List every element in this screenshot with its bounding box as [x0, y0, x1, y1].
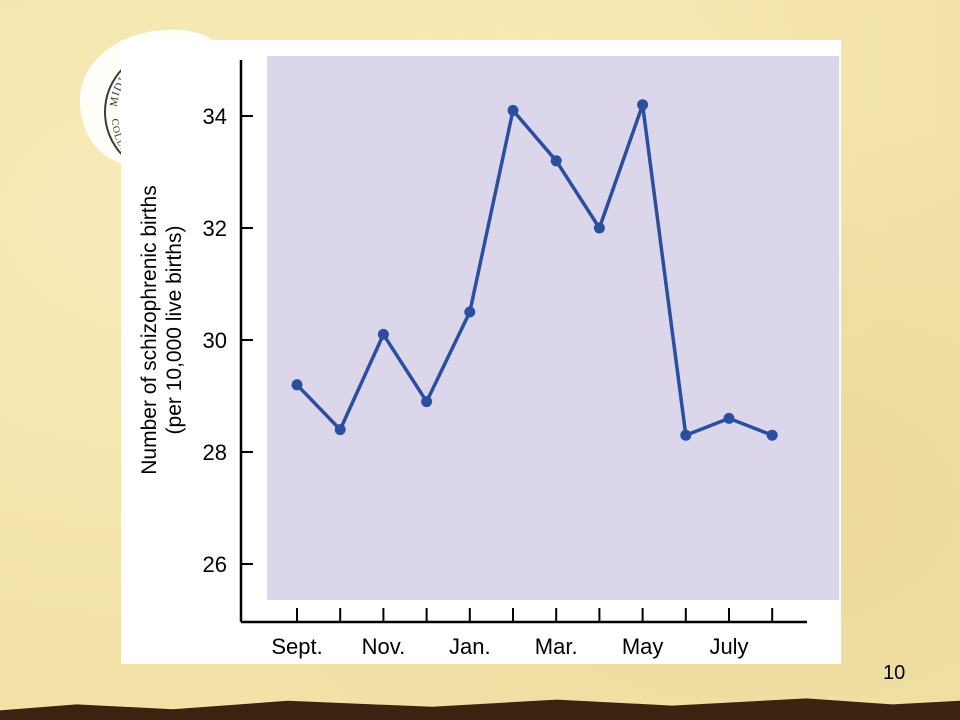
- series-group: [291, 99, 778, 441]
- series-line: [295, 103, 773, 437]
- data-point: [766, 429, 778, 441]
- x-ticks: Sept. Nov. Jan. Mar. May July: [271, 608, 774, 659]
- x-tick-label: Jan.: [449, 634, 491, 659]
- data-point: [507, 104, 519, 116]
- data-point: [680, 429, 692, 441]
- data-point: [593, 222, 605, 234]
- data-point: [637, 99, 649, 111]
- y-tick-label: 34: [203, 104, 227, 129]
- plot-background: [267, 56, 839, 600]
- data-point: [334, 424, 346, 436]
- x-tick-label: July: [709, 634, 748, 659]
- data-point: [464, 306, 476, 318]
- page-number: 10: [883, 662, 906, 684]
- data-point: [377, 328, 389, 340]
- y-tick-label: 28: [203, 440, 227, 465]
- chart-panel: 26 28 30 32 34 Sept. Nov. Jan. Mar. May July Numb…: [121, 40, 841, 664]
- data-point: [550, 155, 562, 167]
- x-tick-label: May: [622, 634, 664, 659]
- y-axis-label-line-1: Number of schizophrenic births: [138, 185, 161, 474]
- x-tick-label: Nov.: [362, 634, 406, 659]
- y-ticks: 26 28 30 32 34: [203, 104, 253, 577]
- data-point: [723, 412, 735, 424]
- y-tick-label: 26: [203, 552, 227, 577]
- x-tick-label: Mar.: [535, 634, 578, 659]
- line-chart: 26 28 30 32 34 Sept. Nov. Jan. Mar. May July Numb…: [138, 56, 839, 659]
- y-tick-label: 32: [203, 216, 227, 241]
- x-tick-label: Sept.: [271, 634, 322, 659]
- data-point: [291, 379, 303, 391]
- y-tick-label: 30: [203, 328, 227, 353]
- y-axis-label-line-2: (per 10,000 live births): [163, 226, 186, 435]
- data-point: [421, 396, 433, 408]
